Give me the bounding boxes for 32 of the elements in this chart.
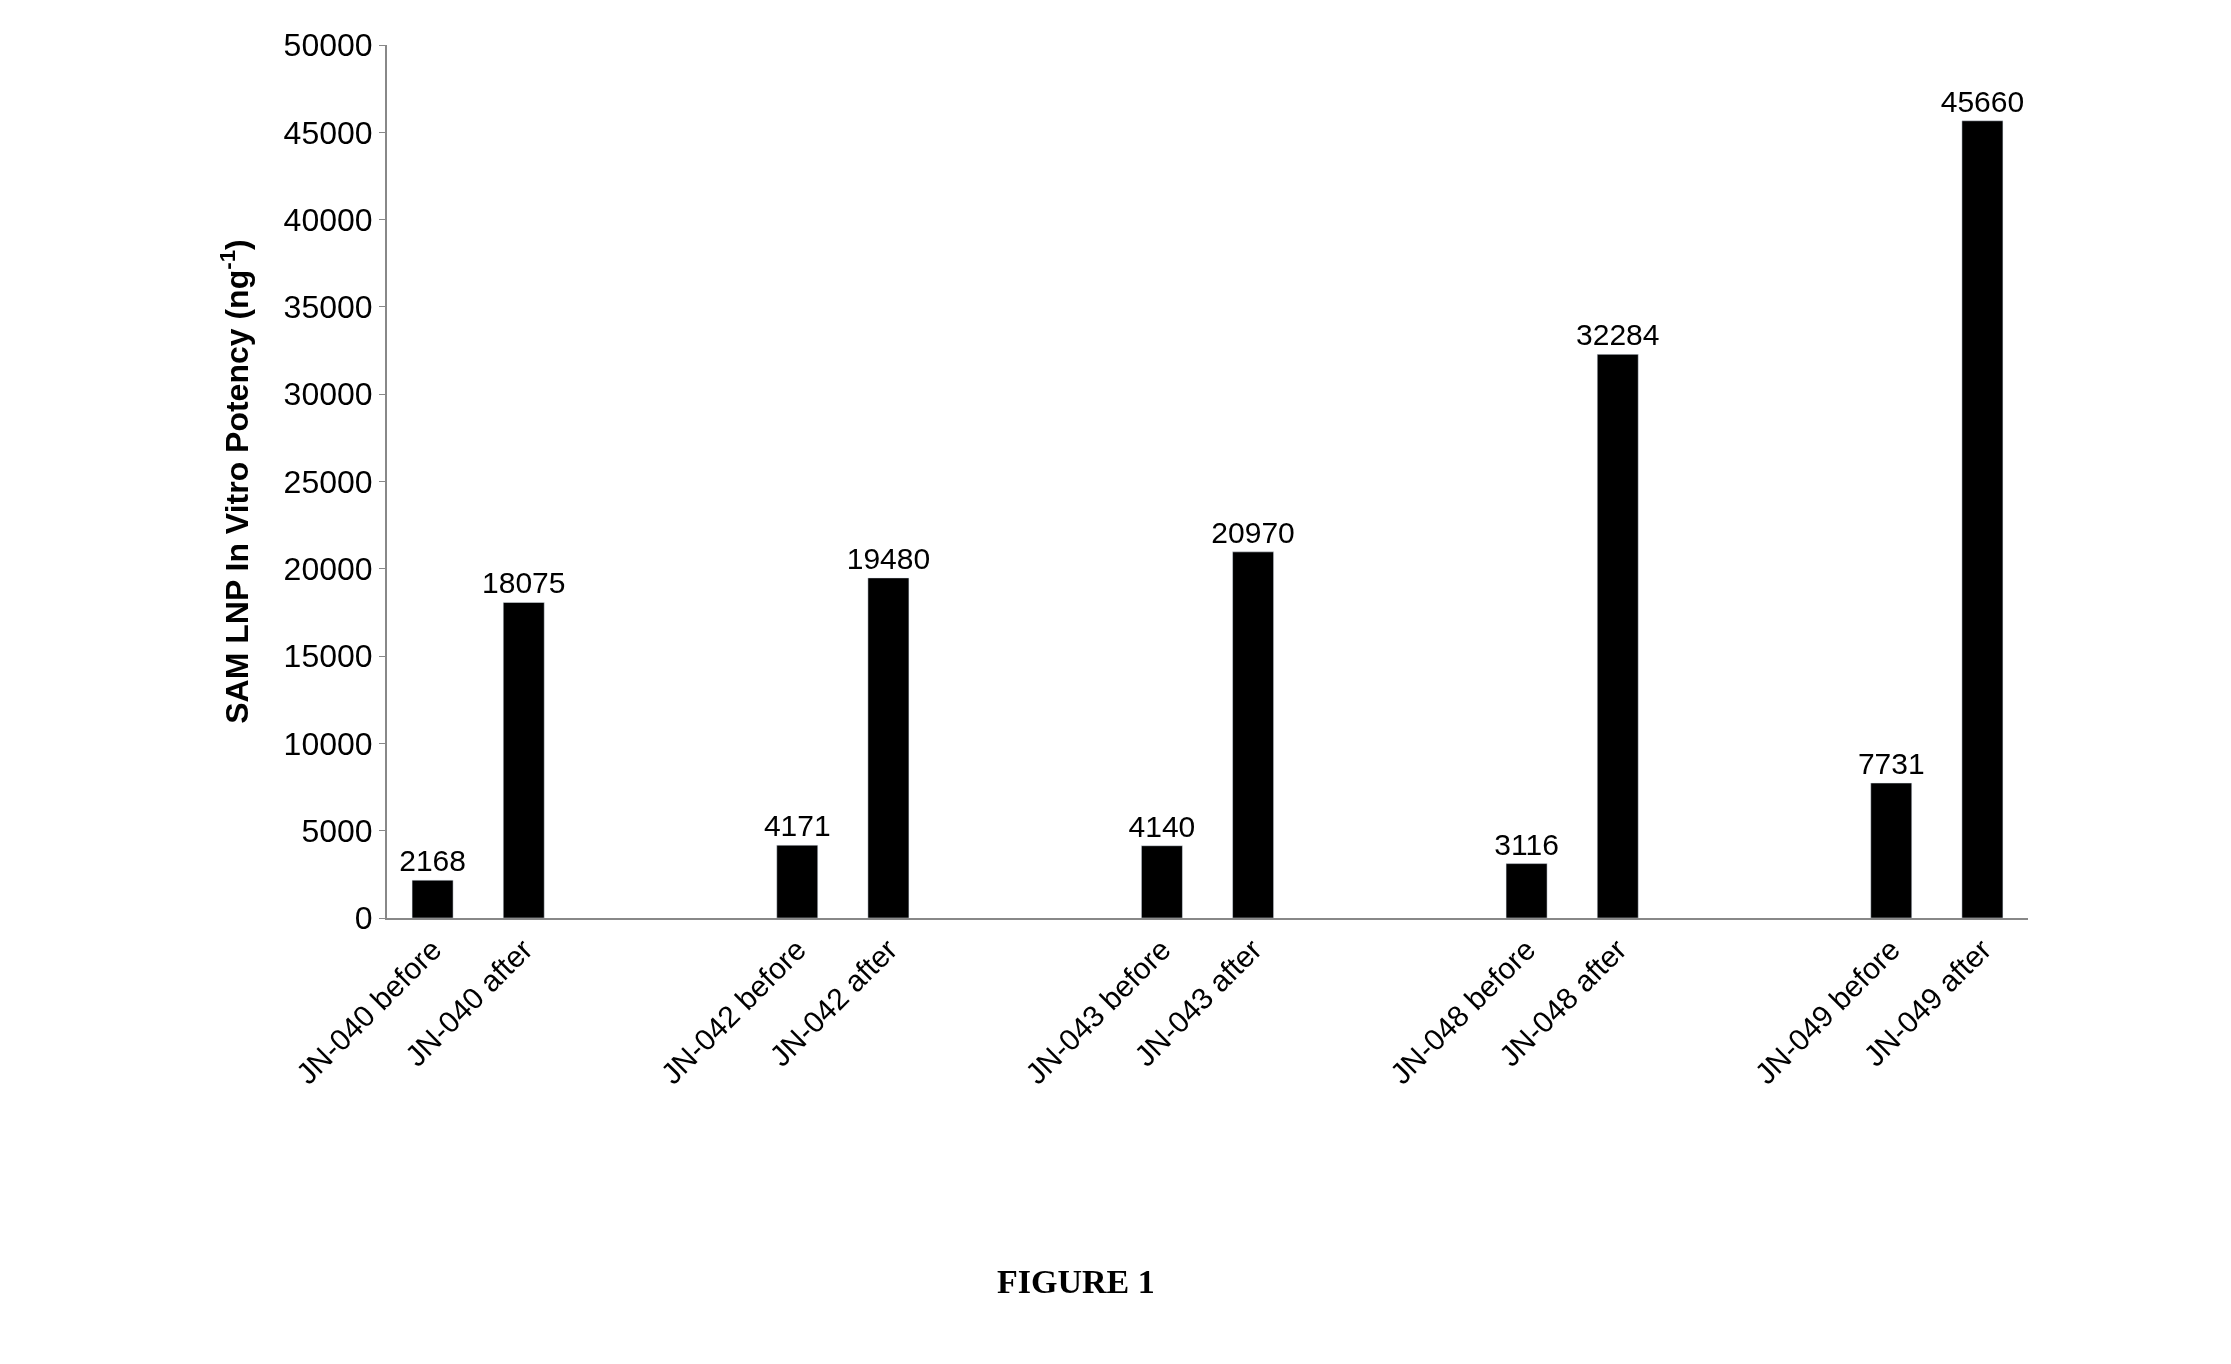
bar bbox=[1870, 782, 1913, 918]
bar bbox=[502, 602, 545, 918]
bar bbox=[867, 577, 910, 918]
y-tick-label: 35000 bbox=[283, 289, 373, 326]
bar bbox=[1596, 354, 1639, 918]
data-label: 20970 bbox=[1211, 515, 1295, 549]
data-label: 18075 bbox=[482, 566, 566, 600]
data-label: 32284 bbox=[1576, 318, 1660, 352]
data-label: 4140 bbox=[1128, 809, 1196, 843]
data-label: 2168 bbox=[399, 844, 466, 878]
bar bbox=[1505, 863, 1548, 918]
data-label: 4171 bbox=[763, 809, 831, 843]
y-tick-label: 20000 bbox=[283, 551, 373, 587]
y-tick-label: 50000 bbox=[283, 27, 373, 64]
y-tick-label: 15000 bbox=[283, 638, 373, 675]
y-tick-label: 25000 bbox=[283, 463, 373, 500]
bar bbox=[776, 844, 819, 918]
bar bbox=[1141, 845, 1183, 918]
data-label: 7731 bbox=[1857, 747, 1925, 781]
data-label: 3116 bbox=[1494, 827, 1559, 861]
y-tick-label: 45000 bbox=[283, 114, 373, 151]
y-tick-label: 30000 bbox=[283, 376, 373, 413]
data-label: 19480 bbox=[846, 541, 931, 575]
y-tick-label: 10000 bbox=[283, 725, 373, 762]
caption: FIGURE 1 bbox=[997, 1263, 1155, 1300]
bar bbox=[1232, 551, 1274, 918]
bar bbox=[1961, 120, 2004, 918]
y-tick-label: 40000 bbox=[283, 201, 373, 238]
y-tick-label: 0 bbox=[354, 900, 373, 937]
y-tick-label: 5000 bbox=[301, 812, 373, 849]
data-label: 45660 bbox=[1940, 84, 2025, 118]
bar bbox=[411, 879, 454, 918]
